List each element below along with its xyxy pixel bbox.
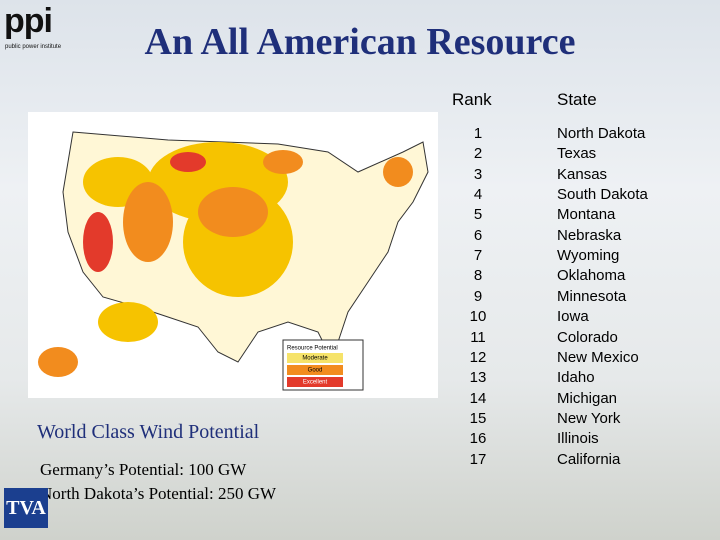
state: Iowa xyxy=(557,308,589,326)
rank: 12 xyxy=(469,348,487,366)
legend-swatch xyxy=(287,377,343,387)
rank: 14 xyxy=(469,389,487,407)
rank: 4 xyxy=(473,186,483,204)
wind-areas xyxy=(38,142,413,377)
state: Wyoming xyxy=(557,247,620,265)
rank: 16 xyxy=(469,430,487,448)
rank: 2 xyxy=(473,145,483,163)
state: Michigan xyxy=(557,389,618,407)
state: Kansas xyxy=(557,165,608,183)
rank: 9 xyxy=(473,287,483,305)
caption-line: Germany’s Potential: 100 GW xyxy=(40,460,247,479)
caption-line: North Dakota’s Potential: 250 GW xyxy=(40,484,277,503)
wind-map: Resource Potential Moderate Good Excelle… xyxy=(28,112,438,398)
rank: 1 xyxy=(473,125,483,142)
state: Oklahoma xyxy=(557,267,626,285)
state: South Dakota xyxy=(557,186,648,204)
rank: 6 xyxy=(473,226,483,244)
tva-logo: TVA xyxy=(4,488,48,528)
state: Colorado xyxy=(557,328,618,346)
legend-swatch xyxy=(287,365,343,375)
column-header: State xyxy=(557,90,597,109)
state: Texas xyxy=(557,145,597,163)
state: Illinois xyxy=(557,430,599,448)
legend-label: Moderate xyxy=(302,356,328,362)
rank: 3 xyxy=(473,165,483,183)
rank: 5 xyxy=(473,206,483,224)
state: North Dakota xyxy=(557,125,646,142)
rank: 8 xyxy=(473,267,483,285)
title: An All American Resource xyxy=(144,21,576,63)
state: Idaho xyxy=(557,369,595,387)
state: California xyxy=(557,450,621,468)
rank: 13 xyxy=(469,369,487,387)
caption-heading: World Class Wind Potential xyxy=(37,421,260,443)
state: New Mexico xyxy=(557,348,639,366)
column-header: Rank xyxy=(452,90,492,109)
logo: ppi xyxy=(4,2,53,40)
legend-label: Excellent xyxy=(303,380,328,386)
rank: 7 xyxy=(473,247,483,265)
legend-swatch xyxy=(287,353,343,363)
logo-subtitle: public power institute xyxy=(5,44,62,50)
state: Montana xyxy=(557,206,616,224)
legend-title: Resource Potential xyxy=(287,346,338,352)
rank: 15 xyxy=(469,409,487,427)
state: New York xyxy=(557,409,621,427)
state: Minnesota xyxy=(557,287,627,305)
rank: 17 xyxy=(469,450,487,468)
state: Nebraska xyxy=(557,226,622,244)
rank: 10 xyxy=(469,308,487,326)
legend-label: Good xyxy=(308,368,323,374)
rank: 11 xyxy=(470,328,486,346)
